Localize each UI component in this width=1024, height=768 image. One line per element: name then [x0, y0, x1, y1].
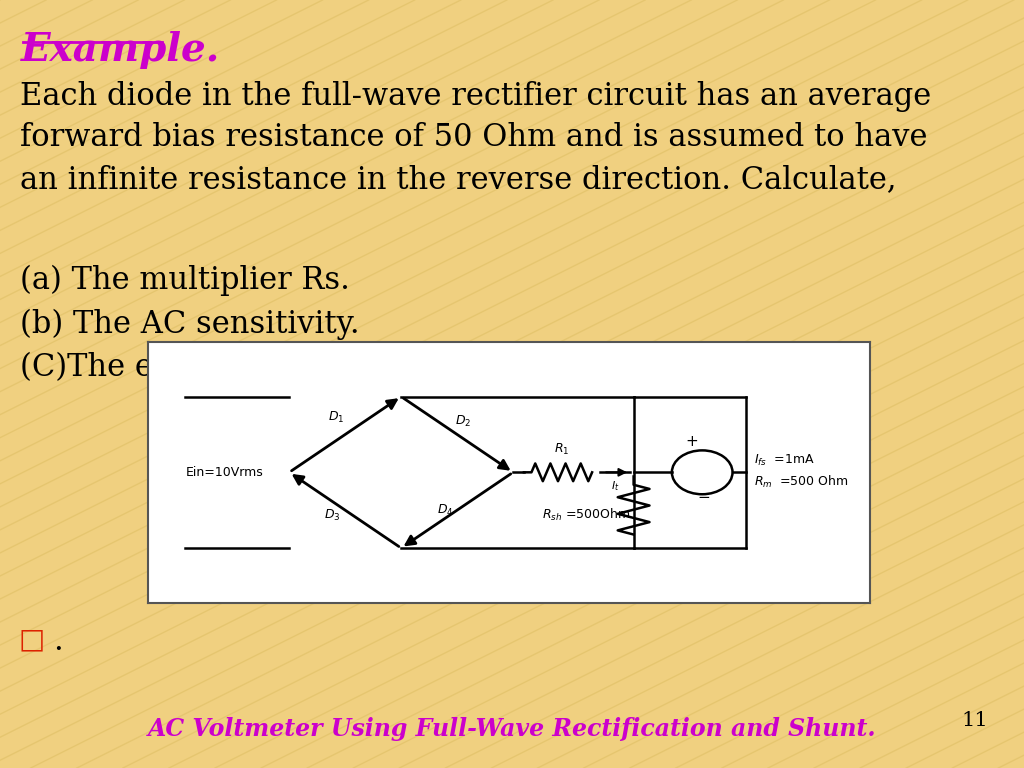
- Text: −: −: [697, 490, 710, 505]
- Text: AC Voltmeter Using Full-Wave Rectification and Shunt.: AC Voltmeter Using Full-Wave Rectificati…: [147, 717, 877, 741]
- Text: .: .: [53, 626, 63, 657]
- Text: $D_2$: $D_2$: [455, 415, 471, 429]
- Text: □: □: [18, 626, 45, 654]
- Text: (C)The equivalent DC sensitivity.: (C)The equivalent DC sensitivity.: [20, 352, 528, 383]
- Text: $I_{fs}$  =1mA: $I_{fs}$ =1mA: [754, 453, 815, 468]
- Text: $D_1$: $D_1$: [328, 410, 344, 425]
- Text: (a) The multiplier Rs.: (a) The multiplier Rs.: [20, 265, 350, 296]
- Text: Each diode in the full-wave rectifier circuit has an average
forward bias resist: Each diode in the full-wave rectifier ci…: [20, 81, 932, 195]
- Text: $R_{sh}$ =500Ohm: $R_{sh}$ =500Ohm: [542, 508, 630, 524]
- Text: (b) The AC sensitivity.: (b) The AC sensitivity.: [20, 309, 360, 340]
- Text: $D_4$: $D_4$: [437, 503, 454, 518]
- Text: $D_3$: $D_3$: [324, 508, 340, 523]
- Text: Example.: Example.: [20, 31, 220, 68]
- Text: $R_m$  =500 Ohm: $R_m$ =500 Ohm: [754, 474, 849, 490]
- Text: $I_t$: $I_t$: [610, 479, 620, 493]
- Text: 11: 11: [962, 710, 988, 730]
- Text: +: +: [685, 434, 697, 449]
- Text: Ein=10Vrms: Ein=10Vrms: [186, 466, 264, 478]
- Text: $R_1$: $R_1$: [554, 442, 569, 456]
